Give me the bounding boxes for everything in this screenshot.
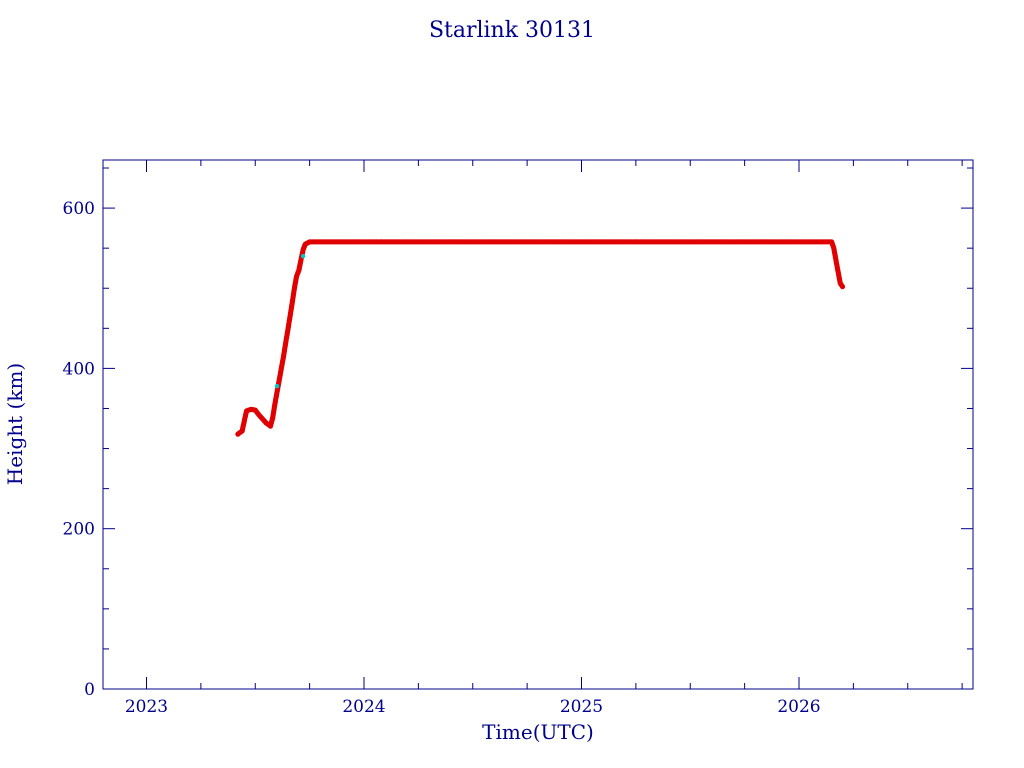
y-tick-label: 0 (84, 680, 95, 700)
x-axis-title: Time(UTC) (482, 720, 594, 744)
plot-frame (102, 159, 974, 690)
y-tick-labels: 0 200 400 600 (63, 199, 95, 700)
data-points (235, 239, 846, 437)
highlight-point (300, 253, 306, 259)
highlight-point (274, 383, 280, 389)
x-tick-label: 2025 (560, 697, 603, 717)
data-point (839, 284, 846, 290)
chart-title: Starlink 30131 (429, 18, 595, 43)
y-tick-label: 400 (63, 359, 95, 379)
x-tick-label: 2023 (125, 697, 168, 717)
axis-ticks (103, 160, 973, 690)
x-tick-label: 2024 (342, 697, 385, 717)
y-tick-label: 600 (63, 199, 95, 219)
x-tick-label: 2026 (777, 697, 820, 717)
x-tick-labels: 2023 2024 2025 2026 (125, 697, 821, 717)
y-tick-label: 200 (63, 520, 95, 540)
y-axis-title: Height (km) (3, 363, 27, 485)
